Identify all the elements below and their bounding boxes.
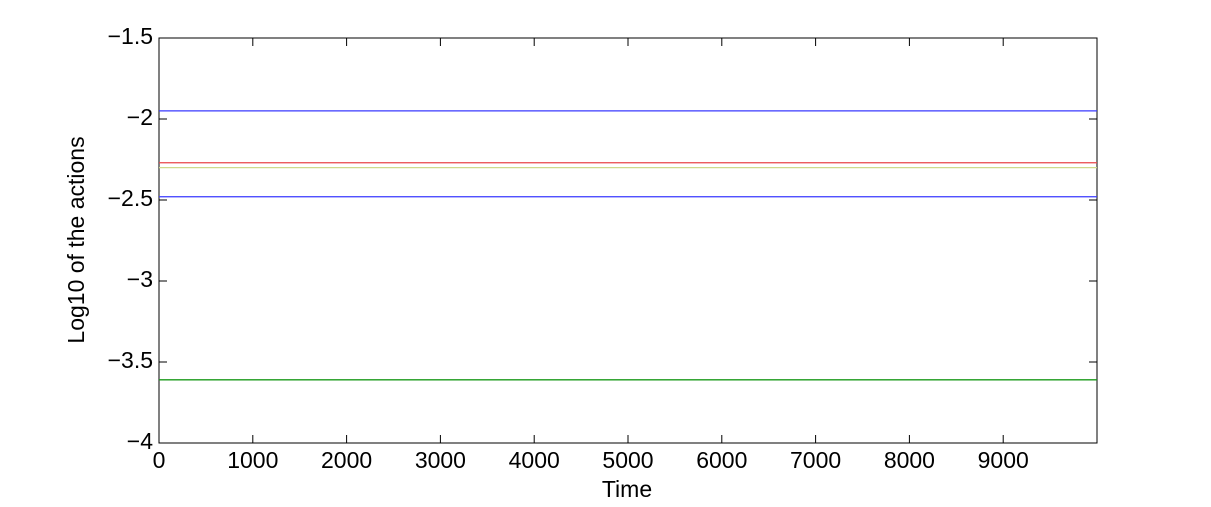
x-tick-label: 7000: [790, 447, 841, 473]
x-tick-label: 5000: [602, 447, 653, 473]
x-tick-label: 6000: [696, 447, 747, 473]
y-tick-label: −2.5: [108, 185, 153, 211]
y-tick-label: −3: [127, 266, 153, 292]
x-tick-label: 8000: [884, 447, 935, 473]
y-axis-label: Log10 of the actions: [63, 136, 89, 343]
x-tick-label: 1000: [227, 447, 278, 473]
y-tick-label: −3.5: [108, 347, 153, 373]
x-tick-label: 3000: [415, 447, 466, 473]
x-axis-label: Time: [602, 476, 652, 502]
x-tick-label: 9000: [978, 447, 1029, 473]
y-tick-label: −1.5: [108, 23, 153, 49]
plot-frame: [158, 37, 1098, 444]
y-tick-label: −4: [127, 428, 153, 454]
x-tick-label: 4000: [509, 447, 560, 473]
x-tick-label: 2000: [321, 447, 372, 473]
y-tick-label: −2: [127, 104, 153, 130]
x-tick-label: 0: [153, 447, 166, 473]
